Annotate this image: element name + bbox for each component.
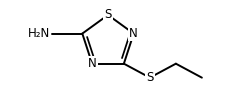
- Text: N: N: [129, 27, 138, 40]
- Text: S: S: [104, 8, 112, 22]
- Text: S: S: [146, 71, 154, 84]
- Text: H₂N: H₂N: [28, 27, 50, 40]
- Text: N: N: [88, 57, 96, 70]
